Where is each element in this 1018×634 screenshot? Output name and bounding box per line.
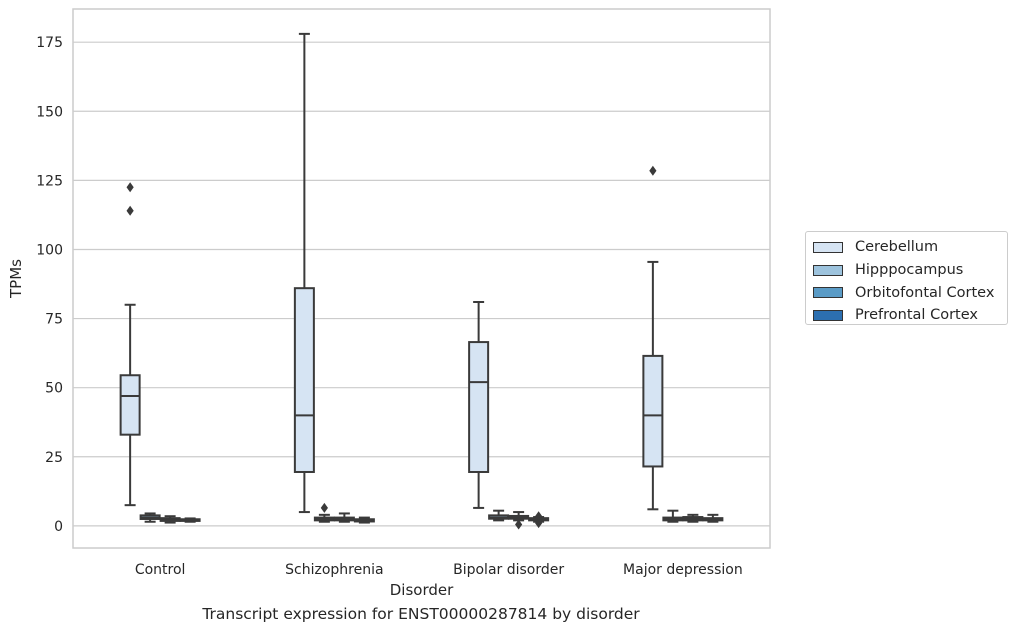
chart-legend: Cerebellum Hipppocampus Orbitofontal Corte… <box>805 231 1008 325</box>
outlier-point <box>320 502 328 513</box>
box-prefrontal-cortex <box>179 517 201 523</box>
box-iqr <box>642 354 664 468</box>
box-iqr <box>119 374 141 436</box>
x-tick-label: Control <box>135 562 186 578</box>
y-axis-ticks: 0 25 50 75 100 125 150 175 <box>36 35 63 535</box>
outlier-point <box>126 182 134 193</box>
y-tick-label: 150 <box>36 104 63 120</box>
box-hipppocampus <box>488 509 510 522</box>
outlier-point <box>535 511 543 522</box>
legend-swatch <box>813 241 843 253</box>
legend-item: Cerebellum <box>813 236 1007 259</box>
outlier-point <box>649 165 657 176</box>
outlier-point <box>535 518 543 529</box>
legend-label: Prefrontal Cortex <box>855 307 978 324</box>
legend-swatch <box>813 309 843 321</box>
legend-item: Prefrontal Cortex <box>813 304 1007 327</box>
box-prefrontal-cortex <box>702 513 724 523</box>
x-tick-label: Schizophrenia <box>285 562 383 578</box>
gridlines <box>73 41 770 527</box>
chart-caption: Transcript expression for ENST0000028781… <box>202 605 640 623</box>
legend-swatch <box>813 287 843 299</box>
y-tick-label: 75 <box>45 312 63 328</box>
y-tick-label: 100 <box>36 242 63 258</box>
plot-frame <box>72 8 771 549</box>
box-cerebellum <box>468 300 490 509</box>
y-tick-label: 0 <box>54 519 63 535</box>
legend-item: Orbitofontal Cortex <box>813 281 1007 304</box>
outlier-point <box>515 519 523 530</box>
legend-swatch <box>813 264 843 276</box>
box-prefrontal-cortex <box>528 511 550 529</box>
y-tick-label: 175 <box>36 35 63 51</box>
x-tick-label: Major depression <box>623 562 743 578</box>
box-orbitofontal-cortex <box>333 512 355 523</box>
box-iqr <box>293 287 315 473</box>
box-cerebellum <box>293 32 315 514</box>
box-iqr <box>468 341 490 473</box>
y-axis-label: TPMs <box>7 259 25 299</box>
legend-label: Orbitofontal Cortex <box>855 284 995 301</box>
y-tick-label: 50 <box>45 381 63 397</box>
box-hipppocampus <box>139 512 161 523</box>
box-hipppocampus <box>662 509 684 523</box>
y-tick-label: 125 <box>36 173 63 189</box>
box-orbitofontal-cortex <box>682 513 704 523</box>
x-tick-label: Bipolar disorder <box>453 562 564 578</box>
legend-label: Hipppocampus <box>855 262 964 279</box>
box-cerebellum <box>119 182 141 507</box>
box-cerebellum <box>642 165 664 511</box>
x-axis-label: Disorder <box>390 581 454 599</box>
outlier-point <box>126 205 134 216</box>
box-plot-marks <box>119 32 724 530</box>
y-tick-label: 25 <box>45 450 63 466</box>
box-prefrontal-cortex <box>353 516 375 524</box>
legend-item: Hipppocampus <box>813 259 1007 282</box>
box-hipppocampus <box>313 502 335 523</box>
x-axis-ticks: Control Schizophrenia Bipolar disorder Majo… <box>135 562 743 578</box>
box-orbitofontal-cortex <box>159 515 181 524</box>
legend-label: Cerebellum <box>855 239 939 256</box>
box-orbitofontal-cortex <box>508 511 530 530</box>
